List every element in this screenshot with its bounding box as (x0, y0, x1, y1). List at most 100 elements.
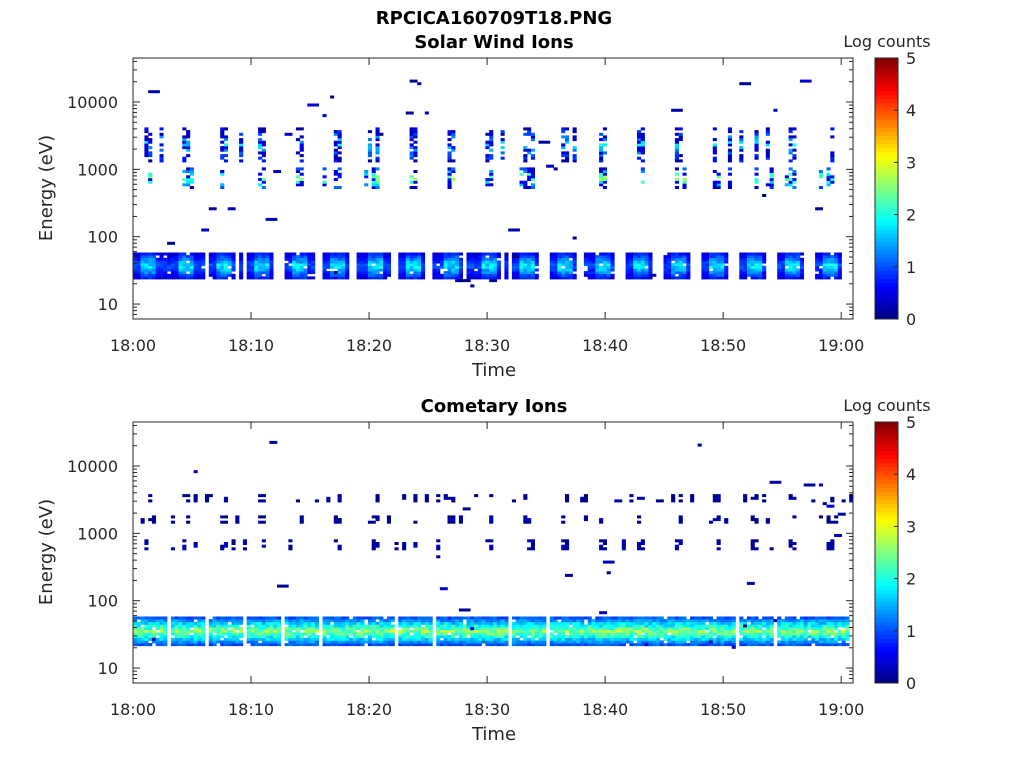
heatmap-cell (682, 635, 687, 639)
colorbar-swatch (875, 617, 898, 623)
heatmap-cell (720, 632, 725, 636)
heatmap-cell (182, 547, 187, 551)
heatmap-cell (678, 539, 683, 543)
heatmap-cell (337, 518, 342, 522)
heatmap-cell (405, 273, 410, 277)
heatmap-cell (424, 632, 429, 636)
heatmap-cell (136, 643, 141, 647)
heatmap-cell (417, 619, 422, 623)
heatmap-cell (690, 616, 695, 620)
heatmap-cell (716, 496, 721, 500)
heatmap-cell (186, 635, 191, 639)
colorbar-swatch (875, 302, 898, 308)
heatmap-cell (527, 640, 532, 644)
heatmap-cell (458, 635, 463, 639)
heatmap-cell (549, 632, 554, 636)
heatmap-cell (807, 640, 812, 644)
heatmap-cell (834, 635, 839, 639)
colorbar-swatch (875, 466, 898, 472)
heatmap-cell (220, 627, 225, 631)
heatmap-cell (326, 257, 331, 261)
heatmap-cell (781, 268, 786, 272)
heatmap-cell (458, 640, 463, 644)
heatmap-cell (599, 178, 604, 181)
colorbar-swatch (875, 58, 898, 63)
heatmap-cell (231, 265, 236, 269)
heatmap-cell (193, 616, 198, 620)
heatmap-cell (674, 624, 679, 628)
heatmap-cell (602, 624, 607, 628)
colorbar-swatch (875, 290, 898, 296)
heatmap-cell (371, 515, 376, 519)
heatmap-cell (750, 496, 755, 500)
heatmap-cell (485, 263, 490, 267)
heatmap-cell (788, 167, 793, 171)
heatmap-cell (830, 632, 835, 636)
heatmap-cell (235, 518, 240, 522)
heatmap-cell (421, 629, 426, 633)
heatmap-cell (485, 140, 490, 144)
heatmap-cell (375, 257, 380, 261)
heatmap-cell (561, 544, 566, 548)
heatmap-cell (197, 268, 202, 272)
heatmap-cell (523, 268, 528, 272)
heatmap-cell (159, 159, 164, 163)
heatmap-cell (777, 616, 782, 620)
heatmap-cell (621, 629, 626, 633)
heatmap-cell (447, 146, 452, 150)
heatmap-cell (716, 271, 721, 275)
heatmap-cell (174, 619, 179, 623)
heatmap-cell (193, 499, 198, 503)
heatmap-cell (216, 640, 221, 644)
heatmap-cell (193, 255, 198, 259)
heatmap-cell (371, 265, 376, 269)
heatmap-cell (375, 180, 380, 184)
heatmap-cell (458, 624, 463, 628)
heatmap-cell (674, 186, 679, 189)
heatmap-cell (792, 268, 797, 272)
heatmap-cell (538, 619, 543, 623)
heatmap-cell (591, 619, 596, 623)
heatmap-cell (375, 260, 380, 264)
heatmap-cell (220, 183, 225, 187)
heatmap-cell (489, 170, 494, 173)
heatmap-cell (314, 635, 319, 639)
heatmap-cell (295, 255, 300, 259)
heatmap-cell (333, 619, 338, 623)
heatmap-cell (519, 257, 524, 261)
heatmap-cell (371, 547, 376, 551)
heatmap-cell (519, 640, 524, 644)
heatmap-cell (568, 268, 573, 272)
heatmap-cell (826, 640, 831, 644)
heatmap-cell (439, 265, 444, 269)
heatmap-cell (799, 273, 804, 277)
heatmap-cell (148, 151, 153, 155)
heatmap-cell (356, 635, 361, 639)
heatmap-cell (246, 273, 251, 277)
heatmap-cell (220, 276, 225, 280)
heatmap-cell (557, 621, 562, 625)
heatmap-cell (288, 627, 293, 631)
heatmap-cell (762, 194, 767, 197)
heatmap-cell (602, 138, 607, 142)
heatmap-cell (637, 130, 642, 134)
heatmap-cell (375, 178, 380, 181)
heatmap-cell (637, 632, 642, 636)
heatmap-cell (519, 273, 524, 277)
heatmap-cell (258, 263, 263, 267)
heatmap-cell (765, 624, 770, 628)
heatmap-cell (799, 268, 804, 272)
heatmap-cell (356, 268, 361, 272)
heatmap-cell (345, 255, 350, 259)
heatmap-cell (693, 624, 698, 628)
heatmap-cell (587, 643, 592, 647)
heatmap-cell (754, 539, 759, 543)
heatmap-cell (583, 629, 588, 633)
heatmap-cell (519, 621, 524, 625)
heatmap-cell (837, 629, 842, 633)
heatmap-cell (360, 640, 365, 644)
heatmap-cell (587, 632, 592, 636)
colorbar-swatch (875, 155, 898, 161)
colorbar-swatch (875, 666, 898, 672)
heatmap-cell (739, 263, 744, 267)
